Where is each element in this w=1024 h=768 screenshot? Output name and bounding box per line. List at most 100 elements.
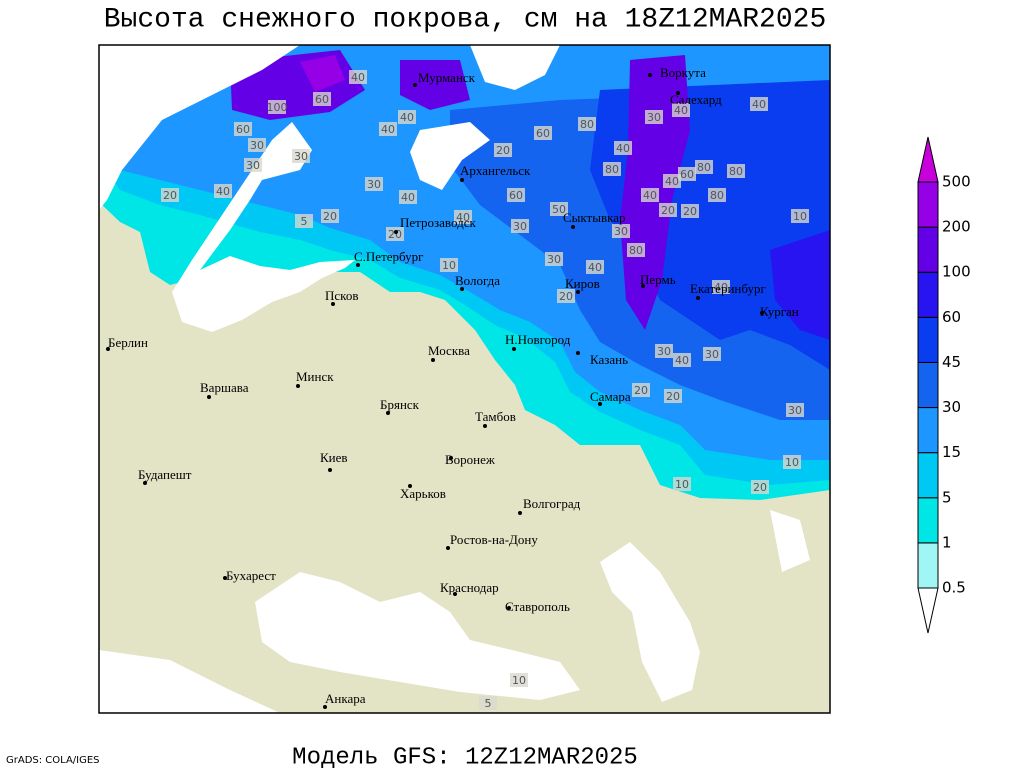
contour-label: 80	[580, 118, 594, 131]
contour-label: 10	[512, 674, 526, 687]
contour-label: 40	[351, 71, 365, 84]
contour-label-box	[295, 214, 313, 228]
contour-label-box	[494, 143, 512, 157]
sea	[470, 45, 560, 90]
contour-label: 80	[605, 163, 619, 176]
city-dot	[106, 347, 110, 351]
cities: Мурманск Воркута Салехард Архангельск Петроз…	[106, 65, 799, 709]
contour-label: 30	[788, 404, 802, 417]
contour-label-box	[248, 138, 266, 152]
contour-label-box	[678, 167, 696, 181]
colorbar-band	[917, 271, 939, 318]
contour-label: 50	[552, 203, 566, 216]
city-label: Курган	[760, 304, 799, 319]
contour-label-box	[510, 673, 528, 687]
city-label: Пермь	[640, 272, 676, 287]
contour-label-box	[511, 219, 529, 233]
contour-label-box	[234, 122, 252, 136]
sea	[99, 45, 300, 210]
sea	[172, 122, 355, 332]
colorbar-label: 15	[942, 443, 961, 461]
contour-label: 30	[367, 178, 381, 191]
contour-label-box	[578, 117, 596, 131]
city-dot	[696, 296, 700, 300]
colorbar-band	[917, 316, 939, 363]
city-dot	[676, 91, 680, 95]
city-dot	[328, 468, 332, 472]
city-label: Киров	[565, 276, 600, 291]
city-dot	[386, 411, 390, 415]
contour-label-box	[313, 92, 331, 106]
contour-label: 40	[381, 123, 395, 136]
city-label: Брянск	[380, 397, 420, 412]
city-dot	[449, 456, 453, 460]
city-label: Сыктывкар	[563, 210, 626, 225]
contour-label: 30	[547, 253, 561, 266]
contour-label: 20	[661, 204, 675, 217]
contour-label: 40	[752, 98, 766, 111]
contour-label: 40	[456, 211, 470, 224]
contour-label: 30	[250, 139, 264, 152]
city-label: Варшава	[200, 380, 249, 395]
city-label: Краснодар	[440, 580, 499, 595]
contour-label-box	[214, 184, 232, 198]
city-dot	[483, 424, 487, 428]
contour-label: 40	[401, 191, 415, 204]
city-dot	[446, 546, 450, 550]
contour-label: 20	[753, 481, 767, 494]
city-dot	[571, 225, 575, 229]
colorbar-label: 30	[942, 398, 961, 416]
city-label: Анкара	[325, 691, 366, 706]
city-label: Петрозаводск	[400, 215, 476, 230]
contour-label-box	[627, 243, 645, 257]
contour-label-box	[708, 188, 726, 202]
contour-label-box	[672, 103, 690, 117]
city-dot	[453, 592, 457, 596]
contour-label-box	[612, 224, 630, 238]
city-label: Тамбов	[475, 409, 516, 424]
city-dot	[576, 290, 580, 294]
contour-label: 60	[315, 93, 329, 106]
contour-label-box	[695, 160, 713, 174]
contour-label: 30	[657, 345, 671, 358]
contour-label: 40	[665, 175, 679, 188]
contour-label-box	[557, 289, 575, 303]
contour-label: 80	[710, 189, 724, 202]
contour-label: 10	[442, 259, 456, 272]
contour-label: 40	[643, 189, 657, 202]
city-dot	[598, 402, 602, 406]
contour-label-box	[550, 202, 568, 216]
contour-label: 5	[485, 697, 492, 710]
city-label: Харьков	[400, 486, 446, 501]
snow-100	[400, 60, 470, 110]
contour-label-box	[292, 149, 310, 163]
city-label: Киев	[320, 450, 348, 465]
sea	[600, 542, 700, 702]
contour-label-box	[632, 383, 650, 397]
contour-label: 60	[509, 189, 523, 202]
contour-label-box	[586, 260, 604, 274]
contour-label-box	[479, 696, 497, 710]
contour-label: 20	[496, 144, 510, 157]
contour-label-box	[321, 209, 339, 223]
contour-label-box	[244, 158, 262, 172]
contour-label: 30	[294, 150, 308, 163]
city-label: Салехард	[670, 92, 722, 107]
city-label: Бухарест	[226, 568, 276, 583]
city-dot	[408, 484, 412, 488]
contour-label-box	[268, 100, 286, 114]
snow-200	[300, 55, 345, 92]
city-label: Самара	[590, 389, 631, 404]
city-dot	[507, 606, 511, 610]
city-dot	[143, 481, 147, 485]
contour-label-box	[641, 188, 659, 202]
city-label: Екатеринбург	[690, 281, 766, 296]
city-dot	[331, 302, 335, 306]
city-dot	[460, 287, 464, 291]
city-label: Мурманск	[418, 70, 476, 85]
contour-label-box	[399, 190, 417, 204]
city-dot	[223, 576, 227, 580]
contour-label-box	[440, 258, 458, 272]
contour-label-box	[750, 97, 768, 111]
colorbar-cap	[917, 136, 939, 183]
